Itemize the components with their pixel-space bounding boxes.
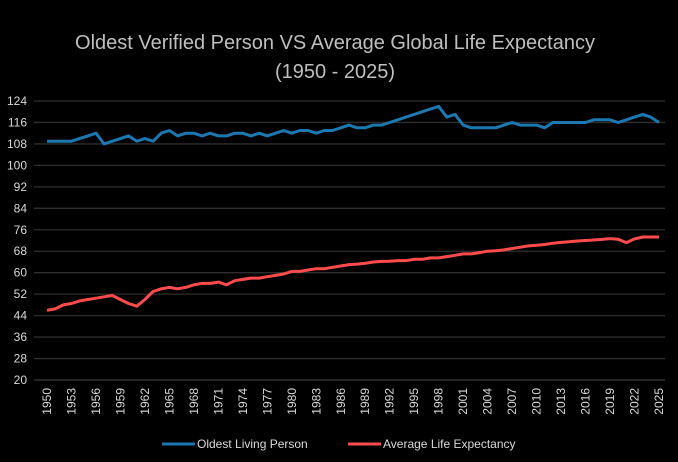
x-tick-label: 1968	[187, 388, 201, 415]
x-tick-label: 2019	[603, 388, 617, 415]
chart-title: Oldest Verified Person VS Average Global…	[75, 32, 595, 54]
x-tick-label: 1971	[211, 388, 225, 415]
y-tick-label: 108	[7, 137, 27, 151]
x-tick-label: 1986	[334, 388, 348, 415]
series-line-average-life-expectancy	[46, 235, 659, 312]
x-tick-label: 1992	[383, 388, 397, 415]
y-tick-label: 20	[14, 373, 28, 387]
x-tick-label: 1950	[40, 388, 54, 415]
y-axis-ticks: 20 28 36 44 52 60 68 76 84 92 100 108 116 124	[7, 94, 27, 387]
x-tick-label: 1995	[407, 388, 421, 415]
series-line-oldest-living-person	[47, 104, 660, 146]
y-tick-label: 60	[14, 266, 28, 280]
y-tick-label: 116	[8, 115, 27, 129]
x-tick-label: 1983	[309, 388, 323, 415]
y-tick-label: 36	[14, 330, 28, 344]
y-tick-label: 92	[14, 180, 28, 194]
x-tick-label: 1977	[260, 388, 274, 415]
x-tick-label: 2016	[579, 388, 593, 415]
x-tick-label: 2010	[530, 388, 544, 415]
legend: Oldest Living Person Average Life Expecta…	[162, 437, 516, 451]
x-tick-label: 1956	[89, 388, 103, 415]
series-lines	[46, 104, 660, 312]
y-tick-label: 28	[14, 352, 28, 366]
x-tick-label: 2022	[628, 388, 642, 415]
x-tick-label: 1962	[138, 388, 152, 415]
x-tick-label: 1980	[285, 388, 299, 415]
x-tick-label: 1974	[236, 388, 250, 415]
x-tick-label: 2013	[554, 388, 568, 415]
x-tick-label: 1959	[113, 388, 127, 415]
y-tick-label: 44	[14, 309, 28, 323]
x-axis-ticks: 1950 1953 1956 1959 1962 1965 1968 1971 1974 1977…	[40, 388, 666, 415]
x-tick-label: 1953	[64, 388, 78, 415]
x-tick-label: 2001	[456, 388, 470, 415]
y-tick-label: 124	[7, 94, 27, 108]
y-tick-label: 52	[14, 287, 28, 301]
x-tick-label: 2025	[652, 388, 666, 415]
x-tick-label: 1965	[162, 388, 176, 415]
legend-label: Oldest Living Person	[197, 437, 308, 451]
x-tick-label: 1989	[358, 388, 372, 415]
y-tick-label: 76	[14, 223, 28, 237]
x-tick-label: 2007	[505, 388, 519, 415]
x-tick-label: 1998	[432, 388, 446, 415]
y-tick-label: 100	[7, 158, 27, 172]
y-tick-label: 68	[14, 244, 28, 258]
legend-label: Average Life Expectancy	[383, 437, 516, 451]
chart-subtitle: (1950 - 2025)	[275, 61, 395, 83]
x-tick-label: 2004	[481, 388, 495, 415]
y-tick-label: 84	[14, 201, 28, 215]
